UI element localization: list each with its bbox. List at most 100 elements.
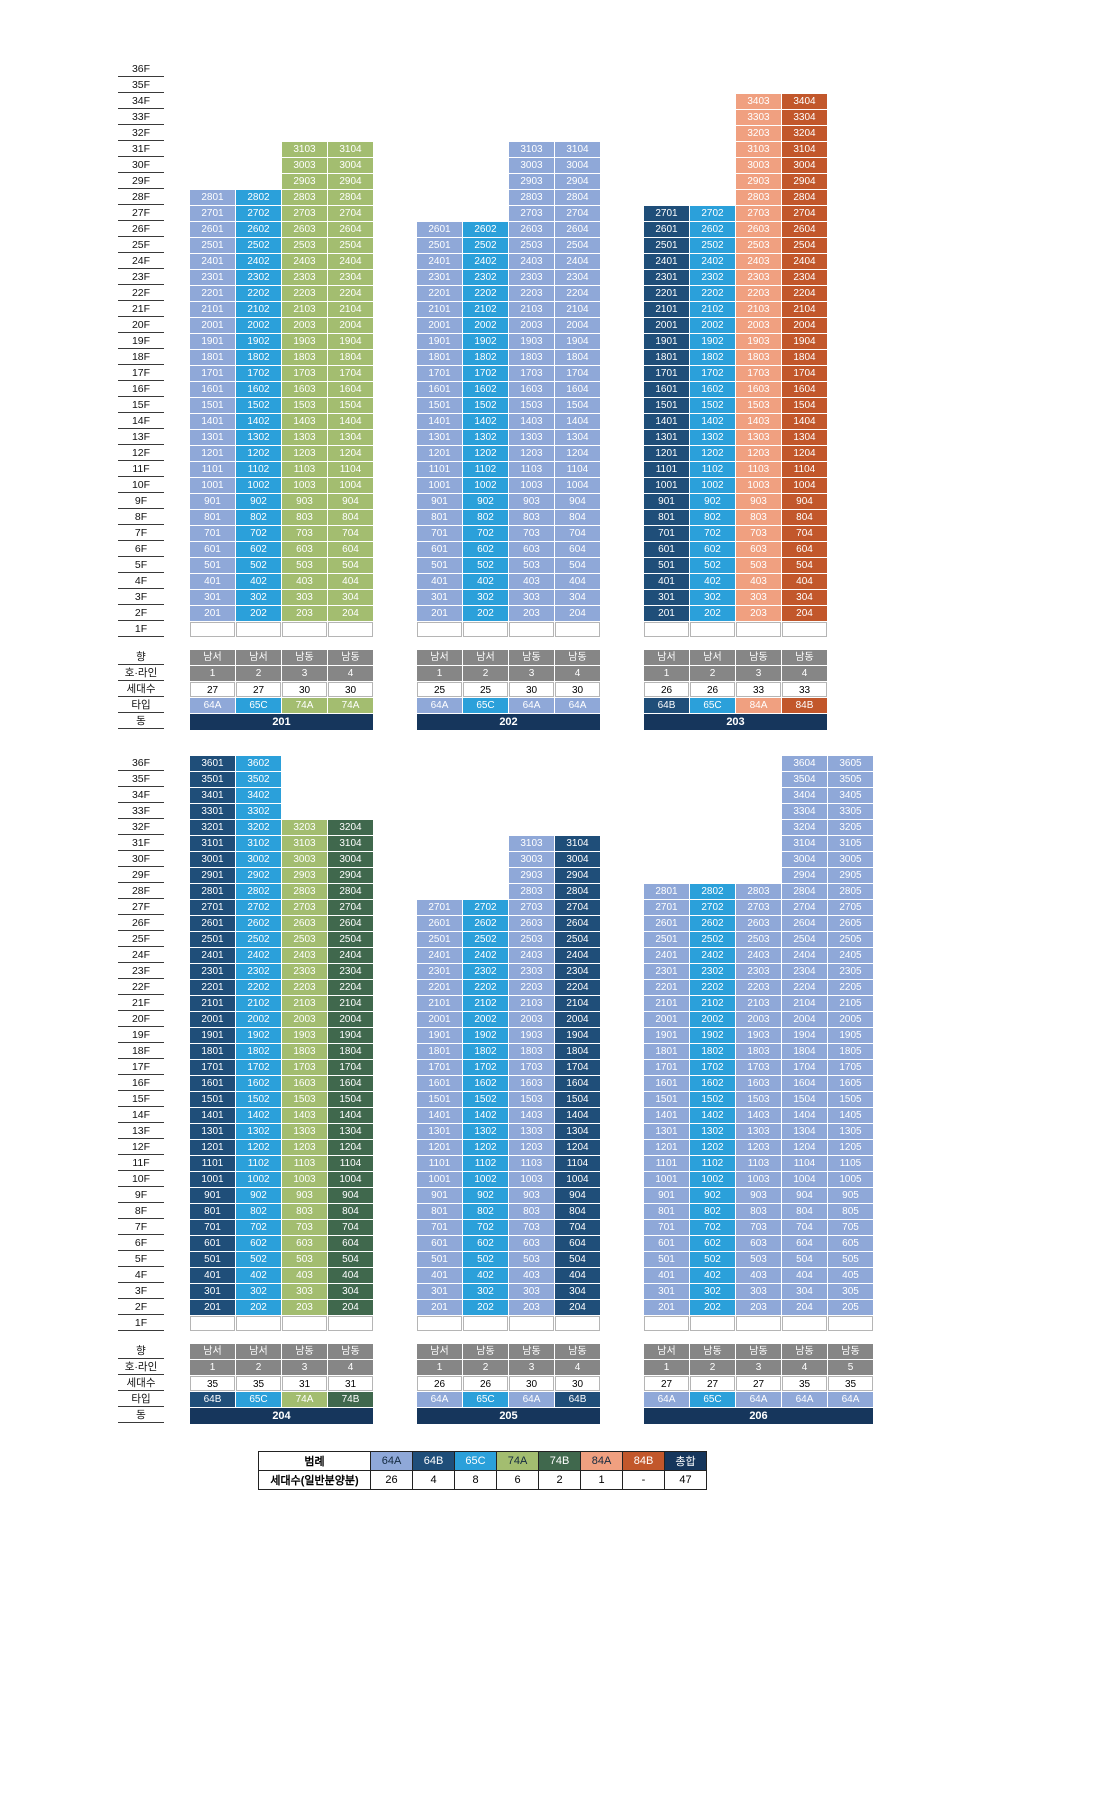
unit-cell: 302 [463,1284,508,1299]
unit-cell: 1604 [782,1076,827,1091]
unit-cell: 802 [690,510,735,525]
unit-cell: 2402 [690,948,735,963]
unit-cell: 302 [236,1284,281,1299]
floor-row: 301 302 303 304 [417,590,600,606]
floor-label: 34F [118,94,164,109]
unit-cell: 2402 [236,948,281,963]
unit-cell: 2704 [782,900,827,915]
floor-row: 501 502 503 504 [190,1252,373,1268]
unit-cell: 1904 [555,334,600,349]
unit-cell: 2102 [463,996,508,1011]
blank-cell [190,62,235,77]
blank-cell [644,142,689,157]
floor-row: 501 502 503 504 [417,1252,600,1268]
unit-cell: 701 [644,526,689,541]
unit-cell: 1004 [328,478,373,493]
floor-row: 501 502 503 504 505 [644,1252,873,1268]
unit-cell: 2101 [190,996,235,1011]
unit-cell: 902 [463,494,508,509]
unit-cell: 1002 [463,478,508,493]
unit-cell: 2301 [644,270,689,285]
blank-cell [236,174,281,189]
unit-cell: 1204 [782,1140,827,1155]
legend-type-chip: 84A [580,1451,623,1471]
unit-cell: 702 [236,526,281,541]
unit-cell: 2203 [736,980,781,995]
unit-cell: 701 [644,1220,689,1235]
unit-cell: 903 [282,1188,327,1203]
unit-cell: 1801 [190,350,235,365]
unit-cell: 1204 [328,1140,373,1155]
floor-row [190,78,373,94]
floor-row: 901 902 903 904 [190,1188,373,1204]
unit-cell: 802 [236,1204,281,1219]
unit-cell: 402 [463,1268,508,1283]
floor-label: 5F [118,1252,164,1267]
unit-cell: 1304 [328,430,373,445]
unit-cell: 804 [782,1204,827,1219]
unit-cell: 1702 [463,1060,508,1075]
floor-row: 1501 1502 1503 1504 [190,398,373,414]
dong-label: 203 [644,714,827,730]
line-number-cell: 1 [417,1360,462,1375]
unit-cell: 2002 [690,1012,735,1027]
unit-cell: 2603 [509,916,554,931]
blank-cell [736,804,781,819]
floor-row: 3301 3302 [190,804,373,820]
blank-cell [690,158,735,173]
blank-cell [417,804,462,819]
direction-cell: 남서 [417,650,462,665]
unit-cell: 3204 [782,126,827,141]
unit-cell: 1401 [417,414,462,429]
unit-cell: 202 [463,606,508,621]
unit-cell: 2002 [236,1012,281,1027]
floor-row: 701 702 703 704 [644,526,827,542]
unit-cell: 2803 [736,190,781,205]
unit-cell: 902 [236,494,281,509]
floor-label: 20F [118,1012,164,1027]
unit-cell: 402 [236,574,281,589]
unit-cell: 803 [736,1204,781,1219]
floor-row: 1901 1902 1903 1904 [190,334,373,350]
unit-cell: 1404 [328,414,373,429]
unit-cell: 1204 [328,446,373,461]
line-number-cell: 1 [644,666,689,681]
unit-cell: 203 [282,1300,327,1315]
legend-count-cell: 4 [412,1470,455,1490]
unit-cell: 3504 [782,772,827,787]
blank-cell [644,868,689,883]
line-number-cell: 3 [509,1360,554,1375]
unit-cell: 701 [417,526,462,541]
first-floor-empty-cell [282,1316,327,1331]
floor-label: 36F [118,756,164,771]
unit-cell: 3103 [282,142,327,157]
floor-label: 32F [118,820,164,835]
unit-cell: 301 [190,590,235,605]
unit-cell: 1003 [282,478,327,493]
unit-cell: 801 [644,510,689,525]
floor-row: 2401 2402 2403 2404 [190,254,373,270]
unit-cell: 1004 [555,478,600,493]
blank-cell [690,788,735,803]
blank-cell [463,788,508,803]
unit-cell: 904 [782,1188,827,1203]
unit-cell: 503 [509,558,554,573]
unit-cell: 1401 [190,414,235,429]
floor-row: 601 602 603 604 [644,542,827,558]
unit-cell: 3002 [236,852,281,867]
unit-cell: 1502 [463,1092,508,1107]
unit-cell: 1603 [736,1076,781,1091]
type-cell: 74A [328,698,373,713]
floor-row: 2901 2902 2903 2904 [190,868,373,884]
floor-label: 33F [118,110,164,125]
floor-label: 31F [118,836,164,851]
unit-cell: 1502 [463,398,508,413]
unit-cell: 1804 [555,1044,600,1059]
unit-cell: 201 [644,1300,689,1315]
floor-row: 2701 2702 2703 2704 [417,900,600,916]
unit-cell: 301 [417,590,462,605]
floor-row: 2801 2802 2803 2804 [190,190,373,206]
blank-cell [690,62,735,77]
unit-cell: 2804 [555,190,600,205]
